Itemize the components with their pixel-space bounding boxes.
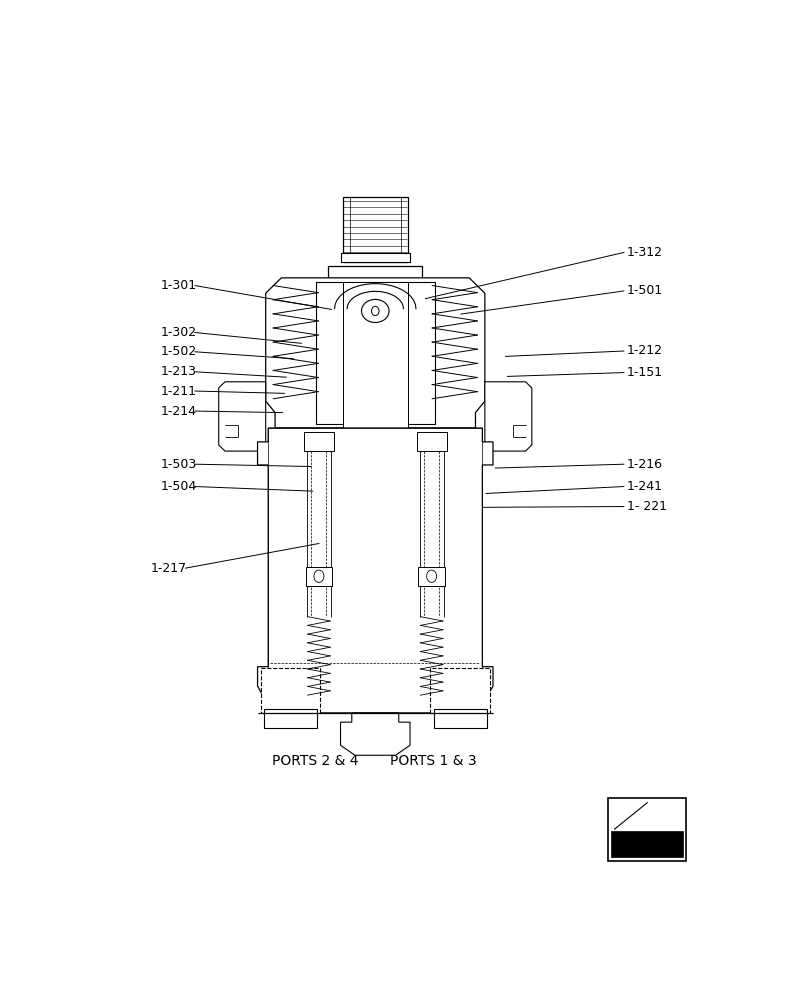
Text: 1-151: 1-151 bbox=[627, 366, 663, 379]
Text: PORTS 1 & 3: PORTS 1 & 3 bbox=[389, 754, 476, 768]
Circle shape bbox=[314, 570, 324, 582]
Bar bbox=[305, 567, 332, 586]
Polygon shape bbox=[340, 713, 410, 755]
Text: 1-211: 1-211 bbox=[161, 385, 196, 398]
Bar bbox=[343, 282, 408, 436]
Bar bbox=[263, 709, 317, 728]
Bar bbox=[341, 253, 410, 262]
Bar bbox=[419, 567, 444, 586]
Text: 1-301: 1-301 bbox=[161, 279, 196, 292]
Text: 1-217: 1-217 bbox=[151, 562, 187, 575]
Bar bbox=[268, 428, 482, 713]
Polygon shape bbox=[612, 831, 684, 857]
Bar bbox=[343, 197, 408, 262]
Text: 1-216: 1-216 bbox=[627, 458, 663, 471]
Circle shape bbox=[427, 570, 436, 582]
Text: 1-501: 1-501 bbox=[627, 284, 663, 297]
Text: 1-241: 1-241 bbox=[627, 480, 663, 493]
Bar bbox=[434, 709, 486, 728]
Bar bbox=[366, 430, 385, 446]
Ellipse shape bbox=[361, 299, 389, 323]
Text: 1-213: 1-213 bbox=[161, 365, 196, 378]
Polygon shape bbox=[485, 382, 532, 451]
Polygon shape bbox=[219, 382, 266, 451]
Bar bbox=[608, 798, 687, 861]
Text: 1-503: 1-503 bbox=[161, 458, 196, 471]
Circle shape bbox=[372, 306, 379, 316]
Text: 1- 221: 1- 221 bbox=[627, 500, 667, 513]
Text: 1-504: 1-504 bbox=[161, 480, 196, 493]
Polygon shape bbox=[266, 278, 485, 428]
Text: 1-312: 1-312 bbox=[627, 246, 663, 259]
Bar bbox=[304, 432, 334, 451]
Text: 1-212: 1-212 bbox=[627, 344, 663, 358]
Text: 1-214: 1-214 bbox=[161, 405, 196, 418]
Polygon shape bbox=[366, 440, 385, 482]
Text: PORTS 2 & 4: PORTS 2 & 4 bbox=[272, 754, 359, 768]
Text: 1-502: 1-502 bbox=[161, 345, 196, 358]
Text: 1-302: 1-302 bbox=[161, 326, 196, 339]
Bar bbox=[417, 432, 447, 451]
Bar bbox=[328, 266, 423, 278]
Bar bbox=[261, 668, 320, 713]
Bar bbox=[431, 668, 490, 713]
Polygon shape bbox=[258, 428, 493, 713]
Bar bbox=[316, 282, 435, 424]
